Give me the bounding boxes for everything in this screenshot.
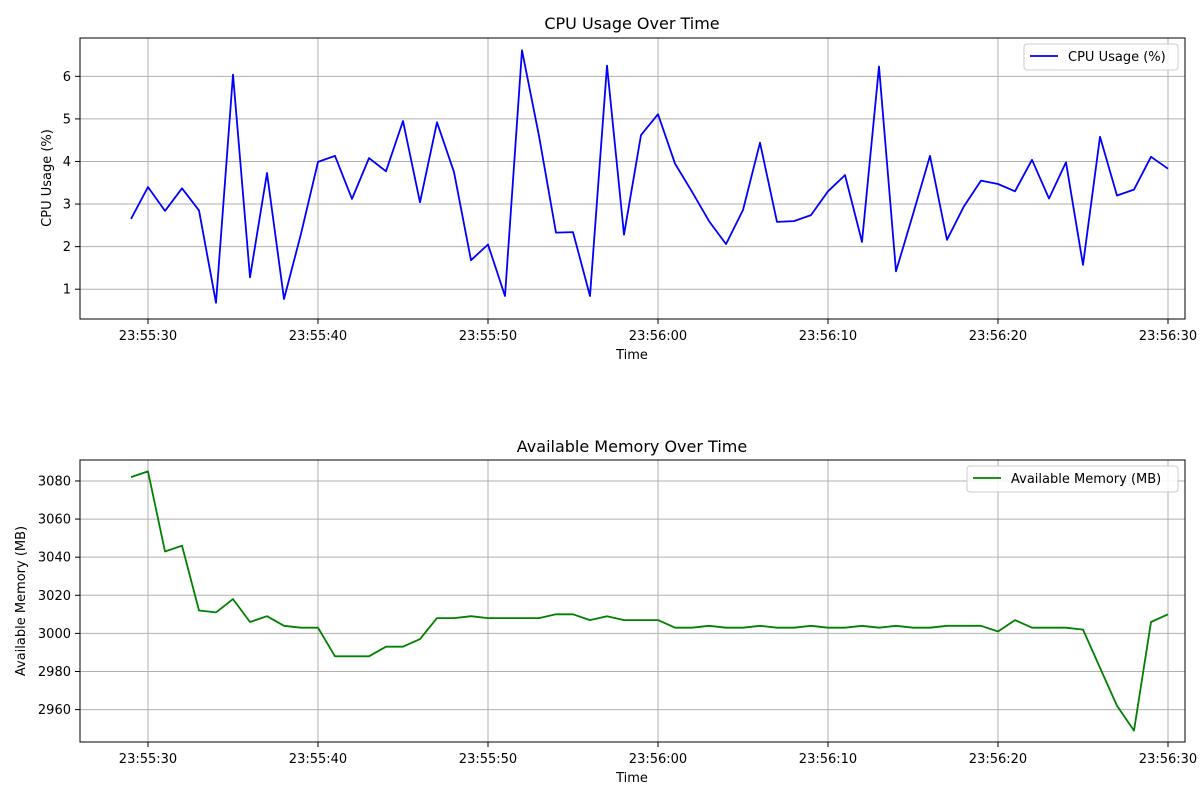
y-tick-label: 4 xyxy=(63,155,71,170)
x-tick-label: 23:55:30 xyxy=(119,329,177,344)
y-tick-label: 2980 xyxy=(38,665,71,680)
chart-title: CPU Usage Over Time xyxy=(544,14,719,33)
y-tick-label: 3040 xyxy=(38,551,71,566)
y-axis-ticks: 2960 2980 3000 3020 3040 3060 3080 xyxy=(38,474,80,718)
y-tick-label: 5 xyxy=(63,112,71,127)
legend-box xyxy=(1023,43,1179,71)
chart-title: Available Memory Over Time xyxy=(517,437,747,456)
legend: Available Memory (MB) xyxy=(966,465,1179,493)
y-tick-label: 3060 xyxy=(38,513,71,528)
y-axis-label: Available Memory (MB) xyxy=(14,526,29,676)
legend-box xyxy=(966,465,1179,493)
x-axis-ticks: 23:55:30 23:55:40 23:55:50 23:56:00 23:56:10… xyxy=(119,742,1197,767)
y-tick-label: 6 xyxy=(63,70,71,85)
x-tick-label: 23:55:50 xyxy=(459,752,517,767)
available-memory-line xyxy=(130,470,1169,732)
grid xyxy=(80,460,1185,742)
grid xyxy=(80,38,1185,319)
x-tick-label: 23:56:20 xyxy=(969,752,1027,767)
cpu-usage-line xyxy=(130,49,1169,304)
legend-label: CPU Usage (%) xyxy=(1068,50,1166,65)
x-tick-label: 23:56:10 xyxy=(799,752,857,767)
x-tick-label: 23:55:40 xyxy=(289,752,347,767)
x-axis-label: Time xyxy=(615,348,648,363)
x-tick-label: 23:55:50 xyxy=(459,329,517,344)
x-tick-label: 23:56:00 xyxy=(629,752,687,767)
plot-frame xyxy=(79,459,1186,743)
x-tick-label: 23:56:20 xyxy=(969,329,1027,344)
y-tick-label: 3080 xyxy=(38,474,71,489)
y-tick-label: 2 xyxy=(63,240,71,255)
x-tick-label: 23:56:10 xyxy=(799,329,857,344)
y-axis-ticks: 1 2 3 4 5 6 xyxy=(63,70,80,298)
x-tick-label: 23:55:40 xyxy=(289,329,347,344)
y-tick-label: 3000 xyxy=(38,627,71,642)
y-tick-label: 3 xyxy=(63,198,71,213)
x-axis-ticks: 23:55:30 23:55:40 23:55:50 23:56:00 23:56:10… xyxy=(119,319,1197,344)
legend-label: Available Memory (MB) xyxy=(1011,472,1161,487)
y-tick-label: 3020 xyxy=(38,589,71,604)
y-tick-label: 1 xyxy=(63,283,71,298)
plot-frame xyxy=(79,37,1186,320)
x-tick-label: 23:56:00 xyxy=(629,329,687,344)
available-memory-chart: Available Memory Over Time 2960 2980 3000 3… xyxy=(14,437,1197,786)
y-tick-label: 2960 xyxy=(38,703,71,718)
x-tick-label: 23:55:30 xyxy=(119,752,177,767)
legend: CPU Usage (%) xyxy=(1023,43,1179,71)
x-tick-label: 23:56:30 xyxy=(1139,329,1197,344)
x-tick-label: 23:56:30 xyxy=(1139,752,1197,767)
x-axis-label: Time xyxy=(615,771,648,786)
y-axis-label: CPU Usage (%) xyxy=(40,129,55,227)
